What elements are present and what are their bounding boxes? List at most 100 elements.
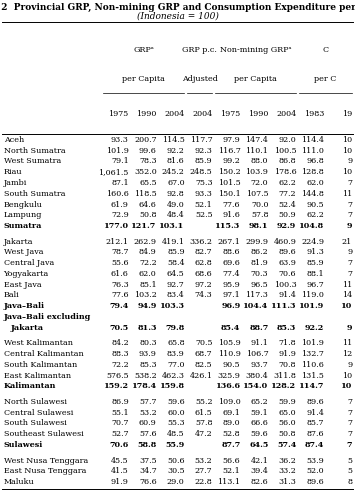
Text: 89.6: 89.6	[306, 398, 324, 406]
Text: 462.3: 462.3	[162, 371, 185, 380]
Text: 160.6: 160.6	[106, 190, 129, 198]
Text: Jakarta: Jakarta	[11, 324, 44, 332]
Text: 91.4: 91.4	[306, 409, 324, 417]
Text: 55.2: 55.2	[195, 398, 213, 406]
Text: per Capita: per Capita	[122, 75, 165, 83]
Text: 248.5: 248.5	[190, 168, 213, 176]
Text: 79.4: 79.4	[109, 302, 129, 310]
Text: 81.9: 81.9	[251, 259, 268, 267]
Text: 200.7: 200.7	[134, 136, 157, 144]
Text: TABLE 2  Provincial GRP, Non-mining GRP and Consumption Expenditure per Capita: TABLE 2 Provincial GRP, Non-mining GRP a…	[0, 3, 355, 12]
Text: 57.7: 57.7	[139, 398, 157, 406]
Text: 311.8: 311.8	[273, 371, 296, 380]
Text: 63.9: 63.9	[278, 259, 296, 267]
Text: 95.9: 95.9	[223, 281, 240, 289]
Text: 88.7: 88.7	[249, 324, 268, 332]
Text: 7: 7	[347, 270, 352, 278]
Text: 83.9: 83.9	[167, 350, 185, 358]
Text: 65.5: 65.5	[139, 179, 157, 187]
Text: Southeast Sulawesi: Southeast Sulawesi	[4, 430, 83, 438]
Text: 14: 14	[342, 291, 352, 299]
Text: 1983: 1983	[304, 110, 324, 117]
Text: 1975: 1975	[109, 110, 129, 117]
Text: 103.2: 103.2	[134, 291, 157, 299]
Text: 76.6: 76.6	[139, 478, 157, 486]
Text: 62.0: 62.0	[306, 179, 324, 187]
Text: 61.5: 61.5	[195, 409, 213, 417]
Text: 76.3: 76.3	[111, 281, 129, 289]
Text: 103.3: 103.3	[160, 302, 185, 310]
Text: 79.1: 79.1	[111, 157, 129, 165]
Text: 419.1: 419.1	[162, 237, 185, 245]
Text: 62.2: 62.2	[278, 179, 296, 187]
Text: 19: 19	[342, 110, 352, 117]
Text: 111.3: 111.3	[271, 302, 296, 310]
Text: 33.2: 33.2	[278, 467, 296, 475]
Text: 37.5: 37.5	[139, 457, 157, 465]
Text: 50.9: 50.9	[279, 211, 296, 219]
Text: 55.1: 55.1	[111, 409, 129, 417]
Text: 81.6: 81.6	[167, 157, 185, 165]
Text: 93.3: 93.3	[195, 190, 213, 198]
Text: 64.6: 64.6	[139, 201, 157, 209]
Text: 100.5: 100.5	[274, 147, 296, 155]
Text: 91.9: 91.9	[278, 350, 296, 358]
Text: 97.9: 97.9	[223, 136, 240, 144]
Text: 52.5: 52.5	[195, 211, 213, 219]
Text: 92.0: 92.0	[279, 136, 296, 144]
Text: 36.2: 36.2	[278, 457, 296, 465]
Text: 70.5: 70.5	[195, 339, 213, 347]
Text: 62.8: 62.8	[195, 259, 213, 267]
Text: 59.6: 59.6	[251, 430, 268, 438]
Text: 10: 10	[341, 302, 352, 310]
Text: 1,061.5: 1,061.5	[98, 168, 129, 176]
Text: 77.6: 77.6	[111, 291, 129, 299]
Text: North Sulawesi: North Sulawesi	[4, 398, 66, 406]
Text: West Nusa Tenggara: West Nusa Tenggara	[4, 457, 88, 465]
Text: 67.0: 67.0	[167, 179, 185, 187]
Text: 66.6: 66.6	[251, 419, 268, 427]
Text: 106.7: 106.7	[246, 350, 268, 358]
Text: 21: 21	[342, 237, 352, 245]
Text: 81.3: 81.3	[137, 324, 157, 332]
Text: Lampung: Lampung	[4, 211, 42, 219]
Text: 132.7: 132.7	[301, 350, 324, 358]
Text: 91.4: 91.4	[278, 291, 296, 299]
Text: 101.9: 101.9	[106, 147, 129, 155]
Text: 91.6: 91.6	[223, 211, 240, 219]
Text: 77.2: 77.2	[279, 190, 296, 198]
Text: 70.6: 70.6	[110, 441, 129, 449]
Text: 118.5: 118.5	[134, 190, 157, 198]
Text: 91.1: 91.1	[251, 339, 268, 347]
Text: 538.2: 538.2	[134, 371, 157, 380]
Text: 88.6: 88.6	[223, 248, 240, 257]
Text: Sumatra: Sumatra	[4, 222, 42, 230]
Text: 53.9: 53.9	[306, 457, 324, 465]
Text: 57.8: 57.8	[251, 211, 268, 219]
Text: 109.0: 109.0	[218, 398, 240, 406]
Text: 68.6: 68.6	[195, 270, 213, 278]
Text: 7: 7	[347, 211, 352, 219]
Text: 1990: 1990	[136, 110, 157, 117]
Text: 98.1: 98.1	[249, 222, 268, 230]
Text: 7: 7	[347, 398, 352, 406]
Text: 69.6: 69.6	[223, 259, 240, 267]
Text: 72.2: 72.2	[111, 361, 129, 369]
Text: 97.1: 97.1	[223, 291, 240, 299]
Text: 10: 10	[342, 168, 352, 176]
Text: 70.6: 70.6	[279, 270, 296, 278]
Text: 61.9: 61.9	[111, 201, 129, 209]
Text: 89.6: 89.6	[279, 248, 296, 257]
Text: 116.7: 116.7	[218, 147, 240, 155]
Text: Adjusted: Adjusted	[182, 75, 218, 83]
Text: Central Kalimantan: Central Kalimantan	[4, 350, 83, 358]
Text: 92.3: 92.3	[195, 147, 213, 155]
Text: 70.3: 70.3	[251, 270, 268, 278]
Text: 84.9: 84.9	[139, 248, 157, 257]
Text: 85.9: 85.9	[167, 248, 185, 257]
Text: 90.5: 90.5	[223, 361, 240, 369]
Text: 34.7: 34.7	[139, 467, 157, 475]
Text: 56.0: 56.0	[279, 419, 296, 427]
Text: 50.8: 50.8	[279, 430, 296, 438]
Text: 9: 9	[347, 361, 352, 369]
